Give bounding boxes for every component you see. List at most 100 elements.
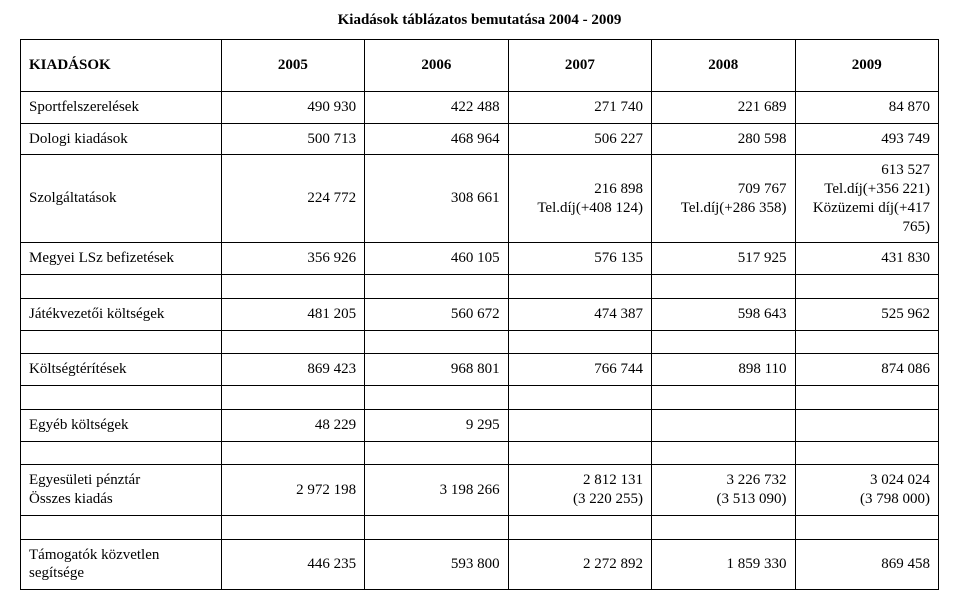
spacer-cell (21, 386, 222, 410)
cell-value: 221 689 (652, 91, 795, 123)
spacer-cell (508, 275, 651, 299)
cell-value: 280 598 (652, 123, 795, 155)
header-year: 2007 (508, 40, 651, 92)
cell-value: 874 086 (795, 354, 938, 386)
spacer-cell (795, 515, 938, 539)
cell-value: 506 227 (508, 123, 651, 155)
page-title: Kiadások táblázatos bemutatása 2004 - 20… (20, 12, 939, 29)
cell-value: 517 925 (652, 243, 795, 275)
spacer-cell (795, 386, 938, 410)
cell-value: 431 830 (795, 243, 938, 275)
cell-value: 869 423 (221, 354, 364, 386)
spacer-cell (221, 275, 364, 299)
cell-value: 9 295 (365, 409, 508, 441)
row-label: Dologi kiadások (21, 123, 222, 155)
cell-value: 446 235 (221, 539, 364, 590)
spacer-cell (21, 441, 222, 465)
spacer-cell (508, 515, 651, 539)
spacer-cell (21, 330, 222, 354)
row-label: Egyéb költségek (21, 409, 222, 441)
spacer-cell (365, 386, 508, 410)
spacer-row (21, 386, 939, 410)
cell-value: 560 672 (365, 298, 508, 330)
cell-value: 500 713 (221, 123, 364, 155)
cell-value: 422 488 (365, 91, 508, 123)
spacer-cell (365, 330, 508, 354)
header-year: 2009 (795, 40, 938, 92)
table-row: Egyéb költségek48 2299 295 (21, 409, 939, 441)
cell-value: 460 105 (365, 243, 508, 275)
cell-value: 308 661 (365, 155, 508, 243)
cell-value: 869 458 (795, 539, 938, 590)
cell-value: 493 749 (795, 123, 938, 155)
table-row: Szolgáltatások224 772308 661216 898 Tel.… (21, 155, 939, 243)
spacer-row (21, 515, 939, 539)
spacer-cell (652, 441, 795, 465)
table-row: Támogatók közvetlen segítsége446 235593 … (21, 539, 939, 590)
cell-value: 3 198 266 (365, 465, 508, 516)
table-row: Dologi kiadások500 713468 964506 227280 … (21, 123, 939, 155)
spacer-row (21, 330, 939, 354)
cell-value: 1 859 330 (652, 539, 795, 590)
cell-value: 84 870 (795, 91, 938, 123)
spacer-cell (652, 275, 795, 299)
cell-value: 2 812 131 (3 220 255) (508, 465, 651, 516)
row-label: Játékvezetői költségek (21, 298, 222, 330)
cell-value: 525 962 (795, 298, 938, 330)
spacer-cell (508, 330, 651, 354)
table-row: Sportfelszerelések490 930422 488271 7402… (21, 91, 939, 123)
cell-value: 593 800 (365, 539, 508, 590)
cell-value: 3 024 024 (3 798 000) (795, 465, 938, 516)
cell-value: 576 135 (508, 243, 651, 275)
cell-value: 598 643 (652, 298, 795, 330)
spacer-cell (221, 386, 364, 410)
spacer-cell (795, 441, 938, 465)
spacer-cell (221, 515, 364, 539)
expenses-table: KIADÁSOK 2005 2006 2007 2008 2009 Sportf… (20, 39, 939, 590)
cell-value: 490 930 (221, 91, 364, 123)
cell-value: 613 527 Tel.díj(+356 221) Közüzemi díj(+… (795, 155, 938, 243)
spacer-cell (795, 330, 938, 354)
header-year: 2006 (365, 40, 508, 92)
cell-value: 481 205 (221, 298, 364, 330)
row-label: Megyei LSz befizetések (21, 243, 222, 275)
cell-value: 224 772 (221, 155, 364, 243)
cell-value: 48 229 (221, 409, 364, 441)
spacer-cell (365, 515, 508, 539)
spacer-cell (365, 275, 508, 299)
spacer-cell (221, 441, 364, 465)
row-label: Sportfelszerelések (21, 91, 222, 123)
spacer-cell (795, 275, 938, 299)
row-label: Költségtérítések (21, 354, 222, 386)
cell-value: 3 226 732 (3 513 090) (652, 465, 795, 516)
cell-value: 709 767 Tel.díj(+286 358) (652, 155, 795, 243)
cell-value: 474 387 (508, 298, 651, 330)
cell-value (795, 409, 938, 441)
cell-value (508, 409, 651, 441)
cell-value: 2 972 198 (221, 465, 364, 516)
spacer-cell (652, 386, 795, 410)
spacer-cell (221, 330, 364, 354)
table-row: Egyesületi pénztár Összes kiadás2 972 19… (21, 465, 939, 516)
cell-value: 2 272 892 (508, 539, 651, 590)
row-label: Szolgáltatások (21, 155, 222, 243)
spacer-cell (508, 441, 651, 465)
row-label: Egyesületi pénztár Összes kiadás (21, 465, 222, 516)
cell-value: 271 740 (508, 91, 651, 123)
spacer-row (21, 275, 939, 299)
header-year: 2005 (221, 40, 364, 92)
cell-value: 898 110 (652, 354, 795, 386)
cell-value: 968 801 (365, 354, 508, 386)
cell-value: 468 964 (365, 123, 508, 155)
spacer-cell (652, 330, 795, 354)
cell-value (652, 409, 795, 441)
spacer-cell (21, 515, 222, 539)
spacer-cell (21, 275, 222, 299)
table-row: Költségtérítések869 423968 801766 744898… (21, 354, 939, 386)
cell-value: 356 926 (221, 243, 364, 275)
header-year: 2008 (652, 40, 795, 92)
table-row: Megyei LSz befizetések356 926460 105576 … (21, 243, 939, 275)
table-row: Játékvezetői költségek481 205560 672474 … (21, 298, 939, 330)
spacer-cell (652, 515, 795, 539)
table-header-row: KIADÁSOK 2005 2006 2007 2008 2009 (21, 40, 939, 92)
